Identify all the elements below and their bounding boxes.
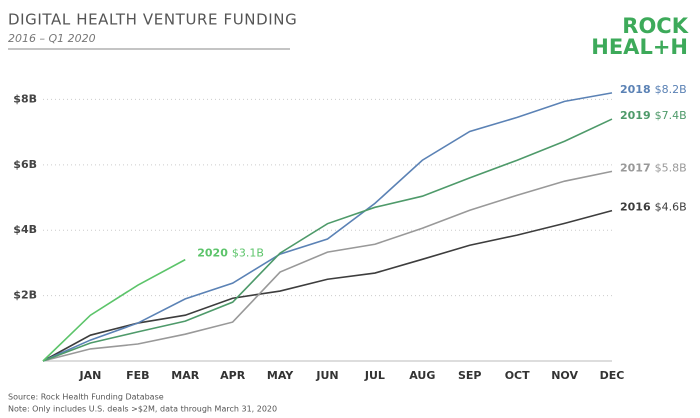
value-label: $3.1B	[232, 247, 264, 260]
series-line	[42, 92, 613, 362]
value-label: $5.8B	[655, 161, 687, 174]
x-tick-label: SEP	[458, 369, 482, 382]
series-line	[42, 258, 186, 362]
series-line	[42, 118, 613, 362]
note: Note: Only includes U.S. deals >$2M, dat…	[8, 405, 277, 414]
x-tick-label: JUL	[364, 369, 385, 382]
x-tick-label: AUG	[409, 369, 435, 382]
chart-title: DIGITAL HEALTH VENTURE FUNDING	[8, 11, 297, 29]
y-tick-label: $6B	[13, 158, 37, 171]
x-tick-label: DEC	[600, 369, 625, 382]
series-line	[42, 170, 613, 362]
x-tick-label: APR	[220, 369, 246, 382]
series-name: 2017	[620, 161, 651, 174]
series-name: 2020	[197, 247, 228, 260]
value-label: $7.4B	[655, 109, 687, 122]
y-tick-label: $8B	[13, 92, 37, 105]
y-tick-label: $4B	[13, 223, 37, 236]
value-label: $4.6B	[655, 201, 687, 214]
logo: ROCK	[622, 14, 688, 38]
source: Source: Rock Health Funding Database	[8, 393, 164, 402]
series-name: 2019	[620, 109, 651, 122]
value-label: $8.2B	[655, 83, 687, 96]
x-tick-label: MAR	[171, 369, 199, 382]
series-line	[42, 209, 613, 362]
x-tick-label: JAN	[79, 369, 102, 382]
logo: HEAL+H	[591, 35, 688, 59]
x-tick-label: JUN	[315, 369, 338, 382]
series-name: 2016	[620, 201, 651, 214]
x-tick-label: FEB	[126, 369, 149, 382]
chart-subtitle: 2016 – Q1 2020	[8, 32, 96, 45]
series-name: 2018	[620, 83, 651, 96]
x-tick-label: OCT	[505, 369, 530, 382]
x-tick-label: NOV	[551, 369, 578, 382]
y-tick-label: $2B	[13, 289, 37, 302]
x-tick-label: MAY	[267, 369, 294, 382]
